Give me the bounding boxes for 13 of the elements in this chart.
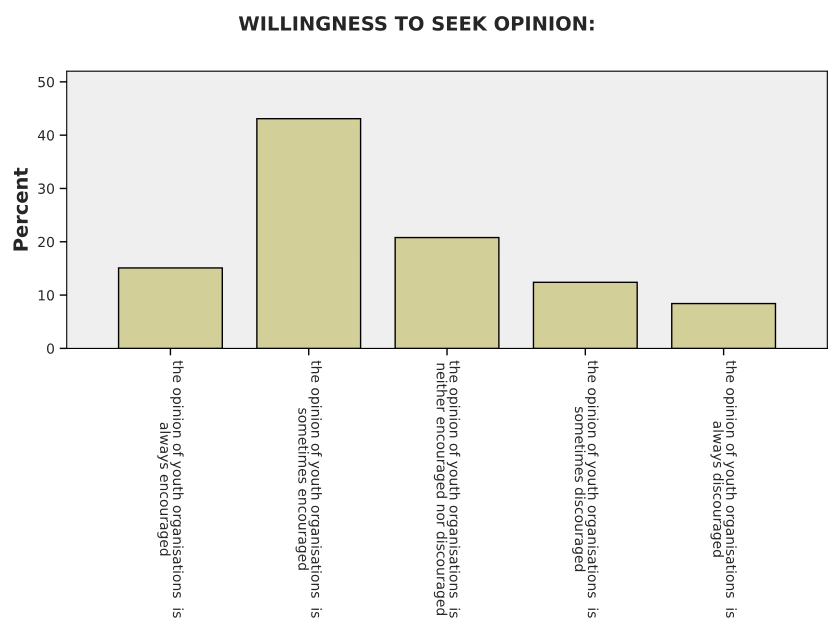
x-tick-label: the opinion of youth organisations is sometimes discouraged	[572, 360, 598, 618]
y-tick-label: 10	[38, 290, 54, 301]
y-tick-label: 20	[38, 236, 54, 248]
y-tick-label: 40	[38, 130, 54, 141]
x-tick-label: the opinion of youth organisations is neither encouraged nor discouraged	[434, 360, 460, 618]
x-tick-label: the opinion of youth organisations is always encouraged	[157, 360, 184, 618]
chart-title: WILLINGNESS TO SEEK OPINION:	[238, 16, 594, 31]
y-tick-label: 50	[38, 76, 54, 88]
y-tick-label: 0	[46, 343, 54, 354]
y-tick-label: 30	[38, 183, 54, 194]
x-tick-label: the opinion of youth organisations is always discouraged	[710, 360, 737, 618]
x-tick-label: the opinion of youth organisations is sometimes encouraged	[296, 360, 322, 618]
y-axis-title: Percent	[13, 168, 28, 250]
